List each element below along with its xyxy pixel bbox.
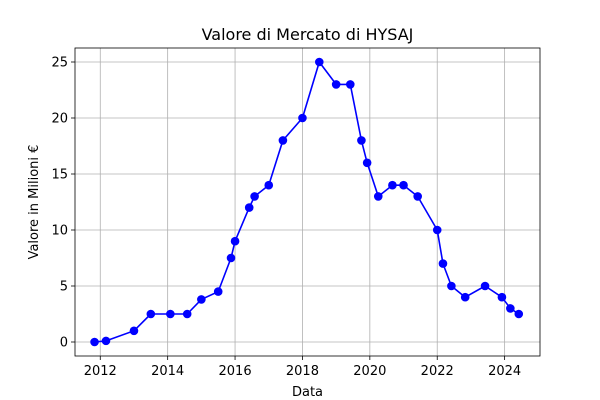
data-point (230, 236, 240, 246)
data-point (514, 309, 524, 319)
x-tick-label: 2020 (353, 364, 386, 379)
data-point (226, 253, 236, 263)
x-tick-label: 2012 (84, 364, 117, 379)
x-tick-label: 2016 (219, 364, 252, 379)
data-point (298, 113, 307, 123)
data-point (146, 309, 156, 319)
y-tick-label: 15 (51, 168, 68, 183)
data-point (129, 326, 139, 336)
data-point (197, 295, 206, 304)
data-point (373, 192, 383, 201)
chart-title: Valore di Mercato di HYSAJ (202, 25, 414, 44)
x-axis-label: Data (292, 385, 323, 400)
y-tick-label: 5 (60, 280, 68, 295)
y-tick-label: 0 (60, 336, 68, 351)
data-point (314, 57, 324, 67)
data-point (166, 309, 175, 319)
x-tick-label: 2022 (421, 364, 454, 379)
data-point (182, 309, 192, 319)
y-tick-label: 10 (51, 224, 68, 239)
data-point (432, 225, 442, 235)
y-tick-label: 20 (51, 112, 68, 127)
x-tick-label: 2014 (151, 364, 184, 379)
data-point (460, 292, 470, 302)
data-point (399, 180, 408, 190)
data-point (480, 281, 490, 291)
data-point (90, 337, 99, 347)
y-tick-label: 25 (51, 56, 68, 71)
plot-area-frame (74, 47, 541, 357)
data-point (345, 80, 355, 89)
data-point (244, 203, 254, 212)
data-point (331, 80, 341, 89)
grid-lines (75, 48, 540, 356)
x-tick-label: 2018 (286, 364, 319, 379)
axis-ticks: 2012 2014 2016 2018 2020 2022 2024 0 5 10 15 20 25 (51, 56, 521, 380)
data-point (101, 336, 111, 346)
data-point (506, 304, 515, 313)
data-point (413, 192, 422, 201)
data-point (213, 287, 223, 296)
y-axis-label: Valore in Milioni € (27, 145, 42, 260)
data-point (438, 259, 448, 268)
data-point (447, 281, 456, 291)
data-point (250, 192, 259, 201)
data-point (362, 158, 372, 168)
data-point (497, 292, 507, 302)
data-point (278, 136, 288, 145)
data-point (264, 180, 274, 190)
x-tick-label: 2024 (488, 364, 521, 379)
data-point (388, 180, 397, 190)
data-point (357, 136, 366, 145)
data-points (90, 57, 524, 347)
